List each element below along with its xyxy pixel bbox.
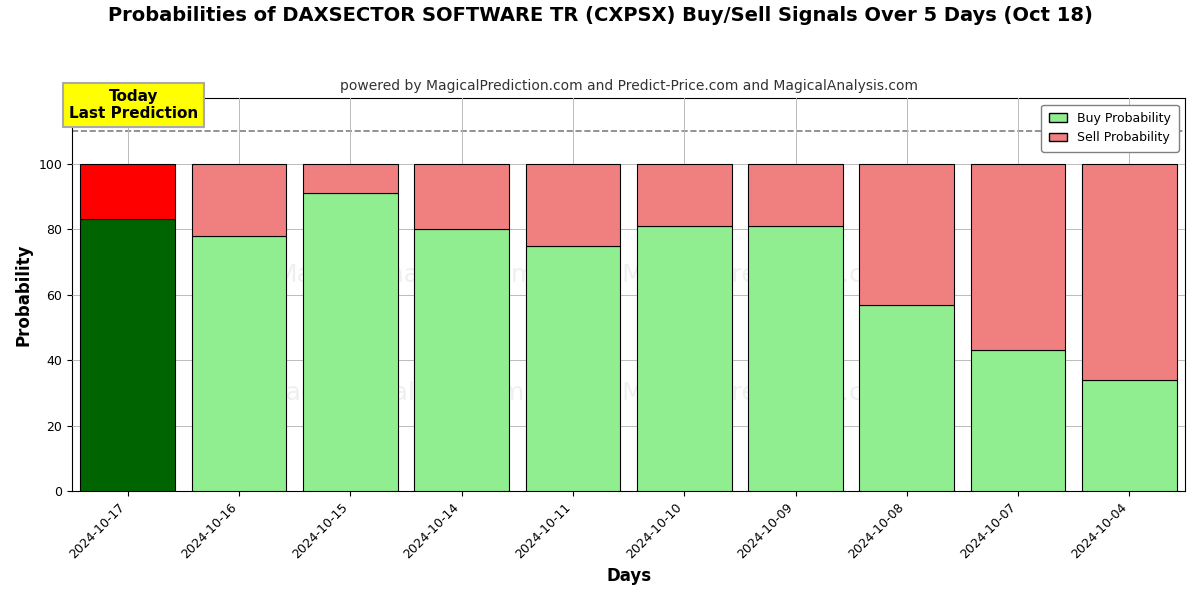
Title: powered by MagicalPrediction.com and Predict-Price.com and MagicalAnalysis.com: powered by MagicalPrediction.com and Pre…: [340, 79, 918, 93]
Text: MagicalAnalysis.com: MagicalAnalysis.com: [276, 263, 536, 287]
Text: MagicalPrediction.com: MagicalPrediction.com: [622, 263, 902, 287]
Bar: [192, 164, 287, 236]
Bar: [1082, 164, 1177, 380]
Bar: [80, 164, 175, 220]
Bar: [749, 164, 842, 226]
X-axis label: Days: Days: [606, 567, 652, 585]
Bar: [859, 164, 954, 305]
Bar: [414, 229, 509, 491]
Text: MagicalAnalysis.com: MagicalAnalysis.com: [265, 381, 526, 405]
Y-axis label: Probability: Probability: [16, 244, 34, 346]
Bar: [304, 193, 397, 491]
Bar: [637, 226, 732, 491]
Bar: [192, 236, 287, 491]
Text: Today
Last Prediction: Today Last Prediction: [68, 89, 198, 121]
Bar: [971, 164, 1066, 350]
Bar: [304, 164, 397, 193]
Bar: [526, 164, 620, 245]
Text: Probabilities of DAXSECTOR SOFTWARE TR (CXPSX) Buy/Sell Signals Over 5 Days (Oct: Probabilities of DAXSECTOR SOFTWARE TR (…: [108, 6, 1092, 25]
Bar: [414, 164, 509, 229]
Bar: [637, 164, 732, 226]
Text: MagicalPrediction.com: MagicalPrediction.com: [622, 381, 902, 405]
Bar: [80, 220, 175, 491]
Legend: Buy Probability, Sell Probability: Buy Probability, Sell Probability: [1042, 104, 1178, 152]
Bar: [526, 245, 620, 491]
Bar: [971, 350, 1066, 491]
Bar: [1082, 380, 1177, 491]
Bar: [859, 305, 954, 491]
Bar: [749, 226, 842, 491]
